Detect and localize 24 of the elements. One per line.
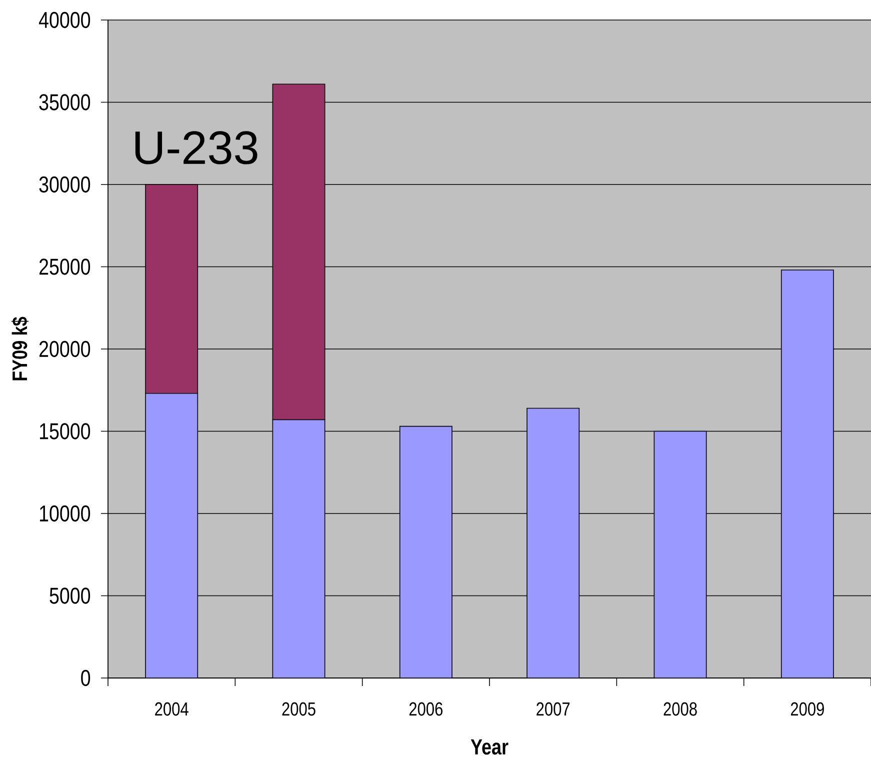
bar: [399, 426, 452, 678]
y-tick-label: 35000: [39, 94, 90, 110]
x-axis-title: Year: [470, 739, 508, 755]
x-tick-label: 2008: [664, 702, 697, 716]
x-tick-label: 2007: [536, 702, 570, 716]
y-tick-label: 25000: [40, 258, 90, 275]
bar: [272, 419, 326, 678]
y-tick-label: 5000: [50, 588, 90, 604]
y-axis-title: FY09 k$: [11, 316, 29, 380]
y-tick-label: 40000: [38, 12, 90, 28]
y-tick-label: 20000: [40, 340, 90, 358]
y-tick-label: 15000: [40, 423, 90, 440]
x-tick-label: 2006: [409, 702, 442, 716]
bar: [654, 430, 707, 678]
bar: [145, 393, 198, 678]
x-tick-label: 2005: [282, 702, 316, 716]
y-tick-label: 0: [81, 670, 90, 686]
x-tick-label: 2004: [155, 702, 188, 716]
y-tick-label: 30000: [39, 176, 90, 193]
bar: [780, 270, 834, 678]
y-tick-label: 10000: [40, 505, 90, 522]
x-tick-label: 2009: [790, 702, 824, 716]
series-label: U-233: [135, 131, 258, 164]
bar: [526, 408, 580, 678]
